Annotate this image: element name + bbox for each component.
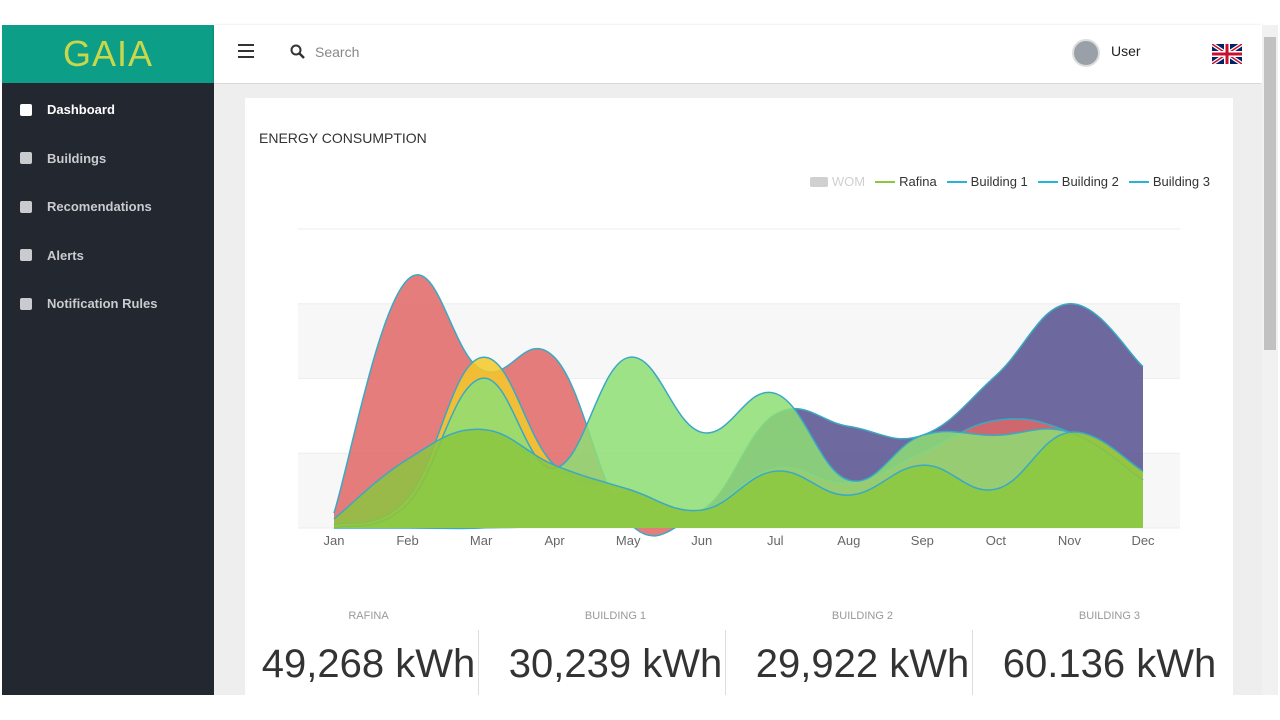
x-tick-label: Jul bbox=[767, 533, 784, 548]
x-tick-label: Oct bbox=[986, 533, 1007, 548]
stat-value: 60.136 kWh bbox=[1002, 642, 1217, 686]
legend-swatch bbox=[1128, 180, 1149, 183]
x-tick-label: Feb bbox=[396, 533, 418, 548]
logo[interactable]: GAIA bbox=[2, 25, 214, 83]
legend-label: Rafina bbox=[899, 174, 937, 189]
legend-label: WOM bbox=[831, 174, 866, 189]
nav-icon bbox=[20, 249, 32, 261]
nav-label: Alerts bbox=[47, 247, 84, 263]
legend: WOM Rafina Building 1 Building 2 Building 3 bbox=[800, 174, 1210, 189]
stat: BUILDING 1 30,239 kWh bbox=[492, 610, 739, 687]
avatar[interactable] bbox=[1072, 39, 1100, 67]
divider bbox=[972, 630, 973, 695]
sidebar: Dashboard Buildings Recomendations Alerts No… bbox=[2, 83, 214, 695]
nav-icon bbox=[20, 200, 32, 213]
language-flag[interactable] bbox=[1212, 44, 1242, 64]
stat-label: BUILDING 3 bbox=[1078, 610, 1141, 622]
area bbox=[334, 429, 1143, 528]
x-tick-label: Dec bbox=[1131, 533, 1155, 548]
stat-value: 30,239 kWh bbox=[508, 642, 723, 686]
x-tick-label: Mar bbox=[470, 533, 493, 548]
user-name[interactable]: User bbox=[1111, 43, 1141, 59]
nav-item[interactable]: Alerts bbox=[20, 248, 84, 263]
stat: RAFINA 49,268 kWh bbox=[245, 610, 492, 687]
stat-label: BUILDING 1 bbox=[584, 610, 647, 622]
legend-item[interactable]: Building 2 bbox=[1037, 174, 1119, 189]
nav-label: Buildings bbox=[47, 150, 107, 166]
legend-label: Building 3 bbox=[1152, 174, 1210, 189]
search-icon bbox=[290, 44, 305, 59]
legend-item[interactable]: Building 1 bbox=[946, 174, 1028, 189]
x-tick-label: May bbox=[616, 533, 641, 548]
area-line bbox=[333, 428, 1144, 520]
area-line bbox=[333, 356, 1144, 529]
stat-label: RAFINA bbox=[348, 610, 389, 622]
x-tick-label: Apr bbox=[545, 533, 566, 548]
x-tick-label: Aug bbox=[837, 533, 860, 548]
chart-title: ENERGY CONSUMPTION bbox=[259, 130, 427, 146]
top-bar: Search User bbox=[214, 25, 1262, 83]
nav-label: Recomendations bbox=[47, 199, 152, 214]
legend-item[interactable]: WOM bbox=[809, 174, 866, 189]
x-tick-label: Nov bbox=[1058, 533, 1082, 548]
legend-label: Building 1 bbox=[970, 174, 1028, 189]
legend-item[interactable]: Rafina bbox=[875, 174, 937, 189]
menu-button[interactable] bbox=[238, 44, 254, 58]
search-input[interactable]: Search bbox=[315, 44, 360, 60]
chart: Jan Feb Mar Apr May Jun Jul Aug Sep Oct Nov Dec bbox=[298, 228, 1180, 548]
x-tick-label: Jun bbox=[691, 533, 712, 548]
legend-swatch bbox=[809, 176, 828, 187]
nav-item[interactable]: Notification Rules bbox=[20, 296, 158, 311]
x-tick-label: Jan bbox=[324, 533, 345, 548]
stat-label: BUILDING 2 bbox=[831, 610, 894, 622]
legend-swatch bbox=[946, 180, 967, 183]
nav-label: Notification Rules bbox=[47, 296, 158, 311]
nav-icon bbox=[20, 152, 32, 164]
scrollbar bbox=[1262, 25, 1278, 695]
x-tick-label: Sep bbox=[911, 533, 934, 548]
stat-value: 29,922 kWh bbox=[755, 642, 970, 686]
legend-swatch bbox=[875, 180, 896, 183]
nav-icon bbox=[20, 297, 32, 310]
legend-item[interactable]: Building 3 bbox=[1128, 174, 1210, 189]
stat: BUILDING 2 29,922 kWh bbox=[739, 610, 986, 687]
divider bbox=[725, 630, 726, 695]
stat-value: 49,268 kWh bbox=[261, 642, 476, 686]
nav-item[interactable]: Recomendations bbox=[20, 199, 152, 214]
stat: BUILDING 3 60.136 kWh bbox=[986, 610, 1233, 687]
nav-item[interactable]: Dashboard bbox=[20, 102, 115, 117]
nav-icon bbox=[20, 103, 32, 116]
nav-item[interactable]: Buildings bbox=[20, 151, 106, 166]
legend-swatch bbox=[1037, 180, 1058, 183]
divider bbox=[478, 630, 479, 695]
nav-label: Dashboard bbox=[47, 102, 115, 117]
legend-label: Building 2 bbox=[1061, 174, 1119, 189]
